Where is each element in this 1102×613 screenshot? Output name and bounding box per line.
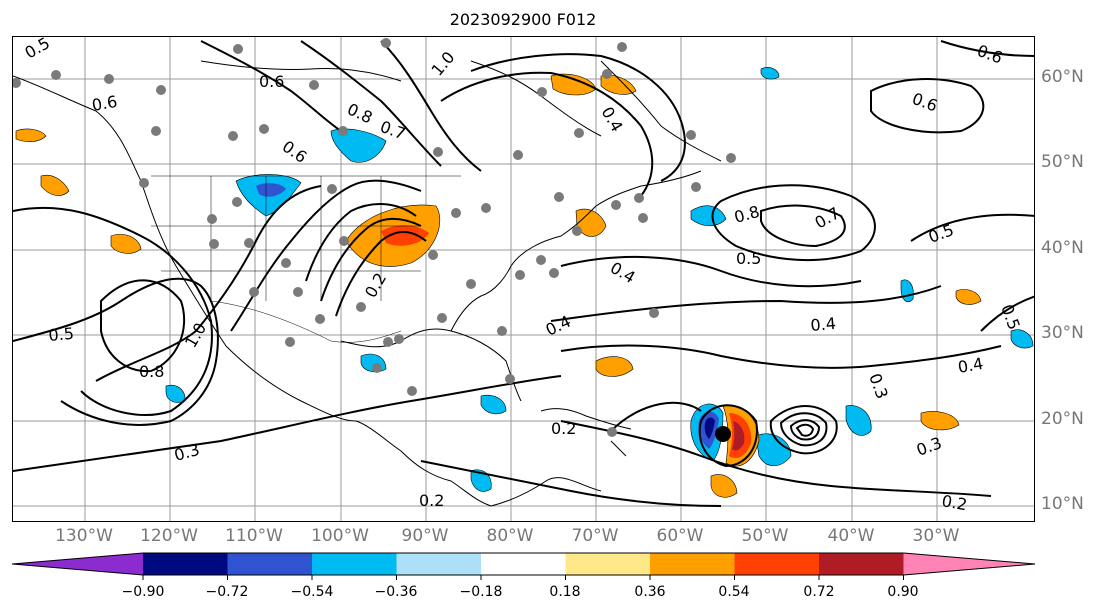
contour-label: 0.4	[598, 104, 627, 136]
contour-label: 0.5	[736, 249, 761, 268]
lon-label: 130°W	[55, 526, 113, 546]
lon-label: 30°W	[912, 526, 960, 546]
colorbar-tick-label: −0.18	[459, 584, 503, 600]
contour-label: 0.2	[551, 419, 576, 438]
colorbar-tick-label: −0.36	[374, 584, 418, 600]
colorbar-segment	[565, 553, 650, 575]
contour-label: 0.4	[810, 314, 837, 335]
map-title: 2023092900 F012	[449, 10, 597, 29]
lat-label: 60°N	[1041, 67, 1084, 87]
contour-label: 0.8	[732, 202, 762, 227]
colorbar-segment	[734, 553, 819, 575]
contour-label: 0.2	[419, 491, 444, 510]
observation-dots	[13, 38, 736, 437]
contour-label: 0.5	[926, 220, 956, 247]
contour-label: 0.8	[139, 362, 164, 381]
colorbar-segment	[227, 553, 312, 575]
lon-label: 40°W	[827, 526, 875, 546]
colorbar-tick-label: −0.72	[205, 584, 249, 600]
colorbar-tick-label: 0.18	[549, 584, 581, 600]
contour-label: 0.6	[90, 92, 118, 115]
contour-label: 0.5	[48, 324, 75, 345]
contour-label: 0.4	[607, 258, 639, 287]
contour-label: 0.3	[865, 371, 892, 401]
colorbar-segment	[312, 553, 397, 575]
contour-label: 0.5	[22, 37, 54, 62]
map-panel: 0.5 0.6 0.6 0.6 1.0 0.8 0.7 0.4 0.6 0.8 …	[12, 36, 1035, 522]
graticule	[13, 37, 1034, 521]
colorbar-tick-label: 0.72	[803, 584, 835, 600]
lat-label: 30°N	[1041, 323, 1084, 343]
map-canvas: 0.5 0.6 0.6 0.6 1.0 0.8 0.7 0.4 0.6 0.8 …	[13, 37, 1034, 521]
colorbar-tick-label: 0.90	[887, 584, 919, 600]
contour-label: 0.6	[279, 137, 311, 167]
colorbar-extend-high	[903, 553, 1035, 575]
contour-label: 1.0	[428, 48, 459, 80]
contour-label: 0.2	[940, 491, 968, 514]
contour-label: 1.0	[181, 319, 210, 351]
shaded-field	[15, 67, 1034, 498]
contour-label: 0.4	[956, 354, 984, 377]
contour-label: 0.8	[344, 99, 375, 127]
colorbar	[11, 552, 1036, 580]
colorbar-segment	[396, 553, 481, 575]
colorbar-segment	[481, 553, 566, 575]
lon-label: 100°W	[311, 526, 369, 546]
contour-label: 0.6	[975, 41, 1005, 68]
lat-label: 40°N	[1041, 238, 1084, 258]
colorbar-extend-low	[12, 553, 143, 575]
lon-label: 110°W	[225, 526, 283, 546]
contour-label: 0.3	[172, 440, 202, 465]
lon-label: 90°W	[401, 526, 449, 546]
hurricane-center-marker	[715, 426, 731, 442]
colorbar-tick-label: −0.90	[121, 584, 165, 600]
lon-label: 60°W	[656, 526, 704, 546]
lon-label: 50°W	[741, 526, 789, 546]
contour-label: 0.3	[914, 433, 944, 460]
contour-label: 0.6	[910, 89, 940, 116]
contour-lines	[13, 40, 1034, 507]
lat-label: 20°N	[1041, 409, 1084, 429]
lon-label: 70°W	[571, 526, 619, 546]
colorbar-tick-label: 0.54	[718, 584, 750, 600]
lat-label: 50°N	[1041, 152, 1084, 172]
contour-label: 0.2	[361, 269, 390, 301]
colorbar-segment	[819, 553, 904, 575]
lat-label: 10°N	[1041, 494, 1084, 514]
contour-label: 0.5	[997, 302, 1024, 332]
colorbar-tick-label: −0.54	[290, 584, 334, 600]
colorbar-segment	[650, 553, 735, 575]
lon-label: 80°W	[486, 526, 534, 546]
colorbar-segment	[143, 553, 228, 575]
political-boundaries	[151, 175, 461, 343]
contour-label: 0.6	[259, 72, 284, 91]
lon-label: 120°W	[140, 526, 198, 546]
colorbar-tick-label: 0.36	[634, 584, 666, 600]
